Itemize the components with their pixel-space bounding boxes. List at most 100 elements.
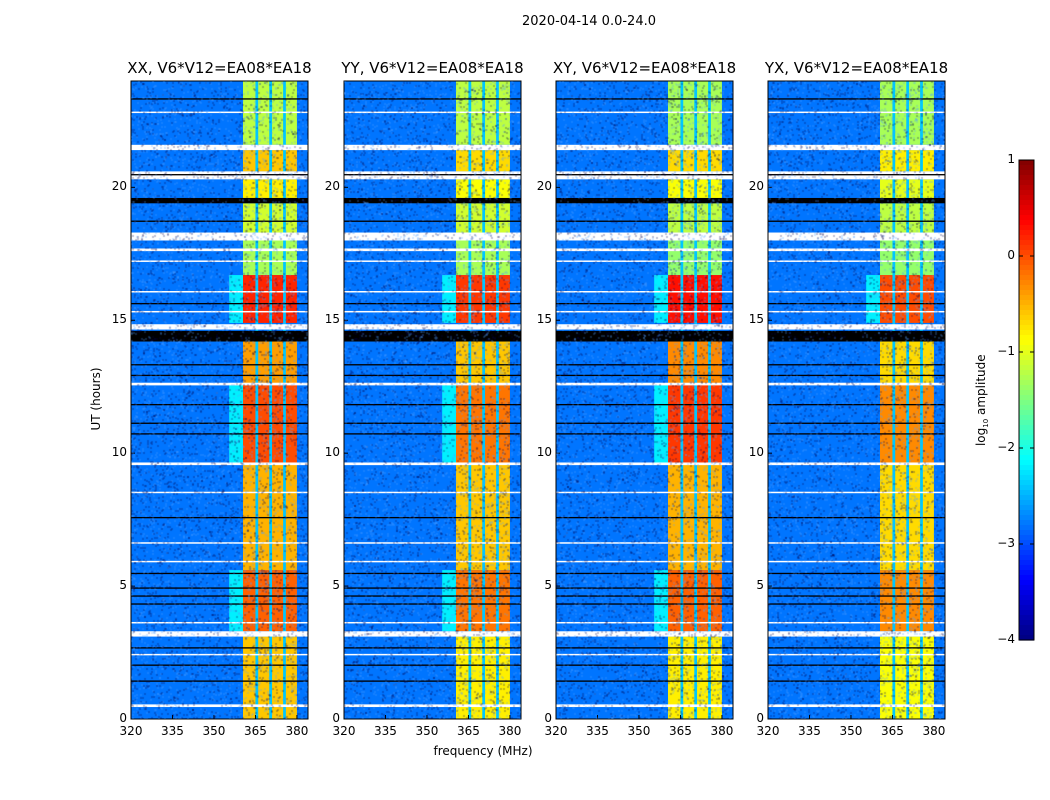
colorbar-swatch <box>1019 335 1034 341</box>
band-edge-glow <box>654 275 668 323</box>
colorbar-swatch <box>1019 220 1034 226</box>
dark-row <box>768 174 945 175</box>
colorbar-swatch <box>1019 495 1034 501</box>
dark-row <box>344 404 521 405</box>
flagged-row <box>344 622 521 624</box>
y-tick-label: 10 <box>310 445 340 459</box>
dark-row <box>344 603 521 604</box>
flagged-row <box>768 492 945 494</box>
colorbar-tick-label: 1 <box>985 152 1015 166</box>
colorbar-swatch <box>1019 395 1034 401</box>
dark-row <box>344 665 521 666</box>
colorbar-swatch <box>1019 270 1034 276</box>
dark-row <box>131 303 308 304</box>
dark-row <box>131 680 308 681</box>
colorbar-swatch <box>1019 615 1034 621</box>
colorbar-swatch <box>1019 525 1034 531</box>
colorbar-swatch <box>1019 625 1034 631</box>
colorbar-swatch <box>1019 230 1034 236</box>
band-edge-glow <box>442 275 456 323</box>
colorbar-swatch <box>1019 295 1034 301</box>
colorbar-swatch <box>1019 305 1034 311</box>
colorbar-swatch <box>1019 515 1034 521</box>
colorbar-swatch <box>1019 205 1034 211</box>
colorbar-swatch <box>1019 420 1034 426</box>
y-tick-label: 10 <box>97 445 127 459</box>
flagged-row <box>556 542 733 544</box>
dark-row <box>556 517 733 518</box>
colorbar-swatch <box>1019 580 1034 586</box>
colorbar-swatch <box>1019 490 1034 496</box>
y-tick-label: 5 <box>522 578 552 592</box>
dark-row <box>131 198 308 203</box>
colorbar-swatch <box>1019 160 1034 166</box>
flagged-row <box>344 561 521 563</box>
colorbar-swatch <box>1019 325 1034 331</box>
waterfall-panel-3 <box>768 81 945 719</box>
dark-row <box>556 303 733 304</box>
dark-row <box>556 98 733 99</box>
dark-row <box>344 364 521 365</box>
dark-row <box>768 404 945 405</box>
x-tick-label: 365 <box>665 724 695 738</box>
colorbar-swatch <box>1019 480 1034 486</box>
y-tick-label: 5 <box>734 578 764 592</box>
flagged-row <box>131 654 308 656</box>
dark-row <box>344 174 521 175</box>
y-tick-label: 0 <box>97 711 127 725</box>
dark-row <box>556 174 733 175</box>
flagged-row <box>344 248 521 251</box>
dark-row <box>131 573 308 574</box>
x-tick-label: 350 <box>199 724 229 738</box>
colorbar-swatch <box>1019 530 1034 536</box>
flagged-row <box>556 324 733 329</box>
colorbar-swatch <box>1019 380 1034 386</box>
x-tick-label: 335 <box>157 724 187 738</box>
dark-row <box>344 595 521 596</box>
flagged-row <box>768 112 945 114</box>
y-tick-label: 5 <box>310 578 340 592</box>
flagged-row <box>131 248 308 251</box>
y-tick-label: 15 <box>310 312 340 326</box>
colorbar-swatch <box>1019 210 1034 216</box>
flagged-row <box>131 383 308 386</box>
dark-row <box>768 587 945 588</box>
flagged-row <box>344 112 521 114</box>
dark-row <box>344 680 521 681</box>
colorbar-swatch <box>1019 285 1034 291</box>
dark-row <box>556 433 733 434</box>
colorbar-swatch <box>1019 165 1034 171</box>
colorbar-swatch <box>1019 350 1034 356</box>
colorbar-swatch <box>1019 485 1034 491</box>
y-tick-label: 15 <box>97 312 127 326</box>
flagged-row <box>556 260 733 262</box>
colorbar-swatch <box>1019 440 1034 446</box>
x-tick-label: 365 <box>240 724 270 738</box>
flagged-row <box>344 324 521 329</box>
colorbar-swatch <box>1019 190 1034 196</box>
colorbar-swatch <box>1019 450 1034 456</box>
x-tick-label: 320 <box>541 724 571 738</box>
dark-row <box>344 587 521 588</box>
waterfall-panel-0 <box>131 81 308 719</box>
colorbar-swatch <box>1019 500 1034 506</box>
panel-title: YX, V6*V12=EA08*EA18 <box>747 59 967 77</box>
colorbar-swatch <box>1019 360 1034 366</box>
colorbar-swatch <box>1019 410 1034 416</box>
flagged-row <box>344 654 521 656</box>
flagged-row <box>556 654 733 656</box>
dark-row <box>556 680 733 681</box>
colorbar-swatch <box>1019 250 1034 256</box>
flagged-row <box>768 654 945 656</box>
x-tick-label: 380 <box>919 724 949 738</box>
x-tick-label: 365 <box>453 724 483 738</box>
dark-row <box>556 595 733 596</box>
flagged-row <box>768 462 945 465</box>
colorbar-swatch <box>1019 575 1034 581</box>
flagged-row <box>768 291 945 293</box>
flagged-row <box>768 311 945 313</box>
colorbar-swatch <box>1019 275 1034 281</box>
flagged-row <box>344 233 521 241</box>
colorbar-swatch <box>1019 455 1034 461</box>
flagged-row <box>131 324 308 329</box>
